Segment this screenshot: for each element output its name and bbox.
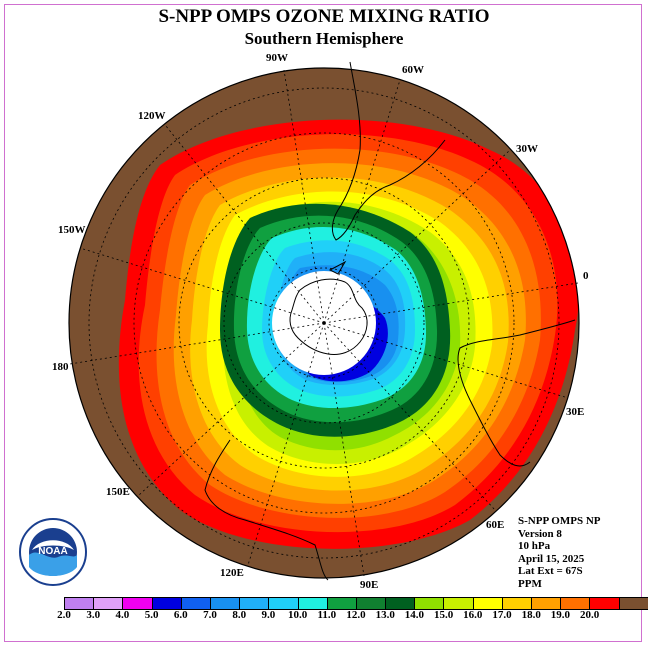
info-panel: S-NPP OMPS NP Version 8 10 hPa April 15,… <box>518 515 601 590</box>
colorbar-swatch <box>210 598 241 609</box>
lon-label-60w: 60W <box>402 64 424 76</box>
colorbar-swatch <box>240 598 270 609</box>
colorbar-tick-label: 16.0 <box>463 609 483 621</box>
colorbar-swatch <box>473 598 503 609</box>
page-subtitle: Southern Hemisphere <box>244 29 404 48</box>
map-boundary <box>68 67 580 579</box>
lon-label-30e: 30E <box>566 406 584 418</box>
colorbar-tick-label: 14.0 <box>404 609 425 621</box>
colorbar-swatch <box>619 598 648 609</box>
info-level: 10 hPa <box>518 540 551 552</box>
antarctica-coast <box>289 260 368 355</box>
colorbar-tick-label: 20.0 <box>579 609 600 621</box>
info-date: April 15, 2025 <box>518 552 585 565</box>
lon-label-120w: 120W <box>138 110 166 122</box>
colorbar-swatch <box>386 598 416 609</box>
colorbar-swatch <box>181 598 211 609</box>
colorbar-swatch <box>561 598 591 609</box>
info-units: PPM <box>518 577 542 590</box>
colorbar-swatch <box>269 598 299 609</box>
colorbar-labels: 2.0 3.0 4.0 5.0 6.0 7.0 8.0 9.0 10.0 11.0 12.0 13.0… <box>44 609 604 623</box>
colorbar-swatch <box>94 598 124 609</box>
colorbar-tick-label: 15.0 <box>433 609 454 621</box>
colorbar-tick-label: 18.0 <box>521 609 541 621</box>
colorbar-tick-label: 8.0 <box>232 609 247 621</box>
colorbar-tick-label: 13.0 <box>375 609 395 621</box>
colorbar-swatch <box>65 598 95 609</box>
colorbar-swatch <box>415 598 445 609</box>
graticule <box>69 69 579 577</box>
colorbar-tick-label: 2.0 <box>57 609 71 621</box>
info-lat-ext: Lat Ext = 67S <box>518 565 583 577</box>
colorbar <box>64 597 648 610</box>
lon-label-90e: 90E <box>360 579 378 591</box>
lon-label-150e: 150E <box>106 486 130 498</box>
figure-frame <box>4 4 642 642</box>
lon-label-60e: 60E <box>486 519 504 531</box>
colorbar-tick-label: 4.0 <box>115 609 130 621</box>
colorbar-tick-label: 12.0 <box>346 609 366 621</box>
colorbar-swatch <box>152 598 182 609</box>
colorbar-tick-label: 6.0 <box>173 609 188 621</box>
colorbar-tick-label: 19.0 <box>550 609 571 621</box>
colorbar-tick-label: 7.0 <box>203 609 217 621</box>
colorbar-tick-label: 3.0 <box>86 609 101 621</box>
colorbar-tick-label: 10.0 <box>287 609 308 621</box>
colorbar-swatch <box>123 598 153 609</box>
colorbar-swatch <box>298 598 328 609</box>
svg-text:NOAA: NOAA <box>38 546 67 557</box>
lon-label-90w: 90W <box>266 52 288 64</box>
colorbar-swatch <box>502 598 532 609</box>
lon-label-120e: 120E <box>220 567 244 579</box>
info-version: Version 8 <box>518 527 562 540</box>
colorbar-swatch <box>327 598 357 609</box>
colorbar-tick-label: 11.0 <box>317 609 337 621</box>
south-america-coast <box>331 61 446 241</box>
colorbar-tick-label: 9.0 <box>261 609 276 621</box>
info-instrument: S-NPP OMPS NP <box>518 515 601 527</box>
lon-label-150w: 150W <box>58 224 86 236</box>
lon-label-180: 180 <box>52 361 69 373</box>
colorbar-swatch <box>356 598 387 609</box>
colorbar-tick-label: 5.0 <box>144 609 159 621</box>
lon-label-30w: 30W <box>516 143 538 155</box>
colorbar-tick-label: 17.0 <box>492 609 512 621</box>
colorbar-swatch <box>444 598 474 609</box>
lon-label-0: 0 <box>583 270 589 282</box>
colorbar-swatch <box>590 598 620 609</box>
colorbar-swatch <box>532 598 562 609</box>
africa-coast <box>457 319 576 467</box>
page-title: S-NPP OMPS OZONE MIXING RATIO <box>158 6 490 27</box>
noaa-logo: NOAA <box>18 517 88 592</box>
